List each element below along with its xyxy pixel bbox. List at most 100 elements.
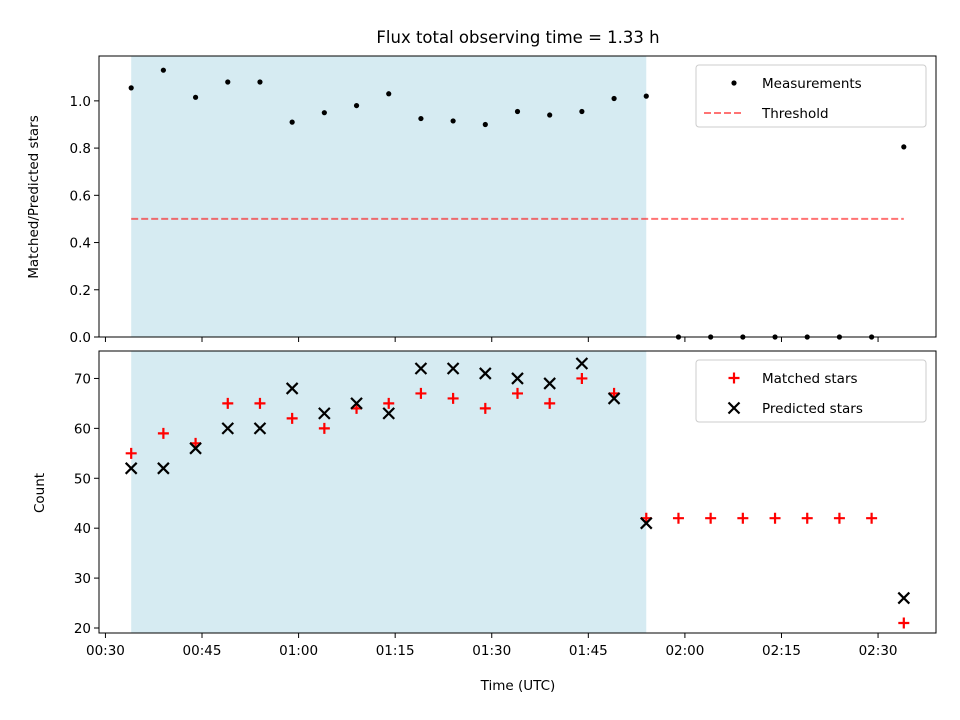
bottom-legend-swatch-0-shape	[728, 372, 740, 384]
bottom-series-1-point	[318, 407, 331, 420]
bottom-series-1-point-shape	[157, 462, 170, 475]
top-series-0-point	[547, 112, 553, 118]
bottom-series-1-point	[221, 422, 235, 435]
bottom-series-1-point	[157, 462, 170, 475]
bottom-series-0-point	[866, 512, 878, 524]
top-series-0-point	[450, 118, 456, 124]
top-y-axis-label: Matched/Predicted stars	[26, 115, 42, 278]
x-tick-label: 01:00	[279, 643, 318, 659]
top-series-0-point	[321, 110, 327, 116]
bottom-legend-swatch-1	[727, 401, 741, 415]
bottom-series-1-point-shape	[446, 362, 460, 375]
bottom-series-1-point-shape	[607, 392, 621, 405]
x-tick-label: 02:15	[762, 643, 801, 659]
bottom-series-1-point-shape	[511, 372, 524, 385]
top-legend: Measurements Threshold	[695, 64, 927, 128]
top-y-tick-label: 0.6	[70, 188, 91, 204]
x-tick-label: 02:00	[665, 643, 704, 659]
bottom-series-0-point	[222, 397, 234, 409]
x-tick-label: 00:30	[86, 643, 125, 659]
bottom-series-0-point	[833, 512, 845, 524]
top-y-tick-label: 0.2	[70, 283, 91, 299]
bottom-series-0-point-shape	[479, 402, 491, 414]
bottom-series-0-point	[801, 512, 813, 524]
top-y-tick-label: 0.4	[70, 236, 91, 252]
bottom-series-1-point-shape	[318, 407, 331, 420]
top-series-0-point	[289, 119, 295, 125]
top-series-0-point	[386, 91, 392, 97]
bottom-series-0-point-shape	[672, 512, 684, 524]
bottom-series-0-point-shape	[833, 512, 845, 524]
bottom-series-0-point	[737, 512, 749, 524]
bottom-series-1-point	[253, 422, 267, 435]
bottom-series-0-point-shape	[898, 617, 910, 629]
bottom-series-0-point	[769, 512, 781, 524]
bottom-series-1-point-shape	[897, 591, 911, 605]
top-series-0-point	[514, 108, 521, 115]
bottom-panel: 20 30 40 50 60 70 00:30 00:45 01:00 01:15 01:30 01:…	[74, 350, 937, 659]
bottom-series-0-point-shape	[318, 422, 330, 434]
top-series-0-point	[579, 108, 585, 115]
bottom-shaded-span	[131, 351, 647, 633]
bottom-series-0-point-shape	[544, 397, 556, 409]
top-legend-box	[695, 64, 927, 128]
top-series-0-point	[418, 115, 424, 122]
bottom-y-tick-label: 20	[74, 621, 91, 637]
bottom-series-0-point-shape	[866, 512, 878, 524]
bottom-series-0-point	[898, 617, 910, 629]
bottom-series-0-point-shape	[769, 512, 781, 524]
bottom-series-0-point-shape	[576, 372, 588, 384]
x-tick-label: 01:15	[376, 643, 415, 659]
bottom-series-0-point-shape	[254, 397, 266, 409]
bottom-series-1-point-shape	[575, 357, 589, 370]
top-series-0-point	[160, 67, 166, 73]
bottom-series-0-point	[125, 447, 137, 459]
top-legend-label-1: Threshold	[761, 106, 829, 122]
top-series-0-point	[128, 85, 134, 91]
bottom-legend-box	[695, 359, 927, 423]
bottom-series-1-point-shape	[479, 367, 492, 380]
bottom-legend-label-0: Matched stars	[762, 371, 858, 387]
bottom-series-1-point-shape	[350, 397, 363, 410]
bottom-series-1-point	[446, 362, 460, 375]
bottom-y-tick-label: 50	[74, 471, 91, 487]
bottom-series-0-point-shape	[125, 447, 137, 459]
bottom-series-1-point	[607, 392, 621, 405]
bottom-series-0-point	[286, 412, 298, 424]
bottom-series-0-point	[254, 397, 266, 409]
bottom-series-0-point	[415, 387, 427, 399]
x-tick-label: 01:45	[569, 643, 608, 659]
bottom-series-0-point-shape	[157, 427, 169, 439]
bottom-series-1-point-shape	[543, 377, 556, 390]
chart-title: Flux total observing time = 1.33 h	[376, 28, 659, 47]
bottom-legend-swatch-0	[728, 372, 740, 384]
bottom-legend: Matched stars Predicted stars	[695, 359, 927, 423]
top-y-tick-label: 0.0	[70, 330, 91, 346]
bottom-y-tick-label: 60	[74, 421, 91, 437]
bottom-legend-swatch-1-shape	[727, 401, 741, 415]
x-axis-label: Time (UTC)	[480, 678, 556, 694]
bottom-series-0-point	[447, 392, 459, 404]
top-panel: 0.0 0.2 0.4 0.6 0.8 1.0 Measurements Threshold	[70, 55, 937, 346]
bottom-series-1-point	[285, 382, 299, 395]
bottom-series-1-point	[575, 357, 589, 370]
bottom-series-0-point-shape	[415, 387, 427, 399]
bottom-series-0-point	[705, 512, 717, 524]
top-series-0-point	[901, 144, 907, 150]
top-series-0-point	[353, 102, 360, 109]
x-tick-label: 01:30	[472, 643, 511, 659]
bottom-series-1-point-shape	[639, 516, 653, 530]
bottom-series-1-point	[124, 462, 138, 475]
bottom-series-1-point-shape	[124, 462, 138, 475]
bottom-series-1-point	[479, 367, 492, 380]
bottom-series-1-point	[639, 516, 653, 530]
bottom-series-1-point-shape	[253, 422, 267, 435]
bottom-series-1-point-shape	[189, 442, 202, 455]
bottom-series-1-point	[414, 362, 428, 375]
bottom-series-1-point	[350, 397, 363, 410]
bottom-series-0-point-shape	[447, 392, 459, 404]
bottom-series-1-point	[897, 591, 911, 605]
bottom-series-0-point	[479, 402, 491, 414]
top-y-tick-label: 0.8	[70, 141, 91, 157]
x-tick-label: 02:30	[859, 643, 898, 659]
